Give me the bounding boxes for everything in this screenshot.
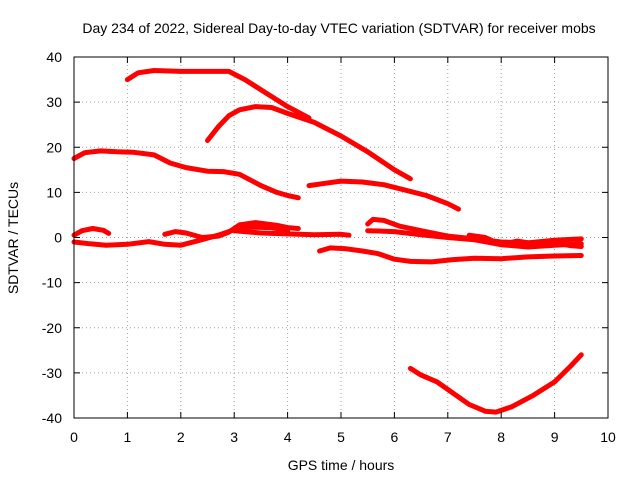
data-series (71, 68, 584, 415)
y-tick-label: -20 (42, 320, 62, 336)
y-tick-label: 0 (54, 230, 62, 246)
x-tick-label: 8 (497, 429, 505, 445)
x-tick-label: 1 (124, 429, 132, 445)
y-tick-label: -10 (42, 275, 62, 291)
x-tick-label: 0 (70, 429, 78, 445)
axis-ticks: 0 1 2 3 4 5 6 7 8 9 10 -40 -30 -20 -10 0 10 20 30 40 (42, 49, 616, 445)
x-tick-label: 7 (444, 429, 452, 445)
series-arc-7 (162, 220, 301, 240)
x-tick-label: 2 (177, 429, 185, 445)
y-tick-label: -40 (42, 410, 62, 426)
grid-lines (74, 57, 608, 418)
x-tick-label: 3 (230, 429, 238, 445)
y-tick-label: 10 (46, 184, 62, 200)
series-arc-12 (466, 232, 584, 249)
y-tick-label: 30 (46, 94, 62, 110)
chart-title: Day 234 of 2022, Sidereal Day-to-day VTE… (82, 20, 595, 36)
y-tick-label: -30 (42, 365, 62, 381)
series-arc-4 (306, 178, 461, 212)
series-arc-9 (317, 245, 584, 265)
series-arc-8 (231, 228, 352, 238)
series-arc-3 (71, 148, 301, 201)
x-axis-title: GPS time / hours (288, 457, 395, 473)
series-arc-2 (205, 104, 413, 182)
x-tick-label: 10 (600, 429, 616, 445)
y-tick-label: 40 (46, 49, 62, 65)
series-arc-1 (124, 68, 312, 121)
y-tick-label: 20 (46, 139, 62, 155)
x-tick-label: 5 (337, 429, 345, 445)
x-tick-label: 4 (284, 429, 292, 445)
series-arc-13 (407, 352, 584, 415)
series-arc-6 (71, 226, 112, 238)
y-axis-title: SDTVAR / TECUs (5, 182, 21, 294)
series-arc-5 (71, 224, 291, 248)
x-tick-label: 9 (551, 429, 559, 445)
x-tick-label: 6 (391, 429, 399, 445)
